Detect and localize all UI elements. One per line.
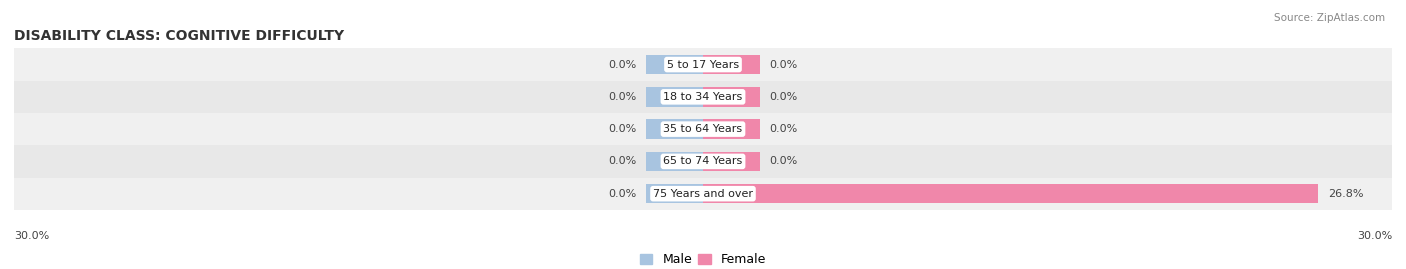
Bar — [645, 152, 703, 171]
Text: 0.0%: 0.0% — [769, 156, 797, 167]
Text: 18 to 34 Years: 18 to 34 Years — [664, 92, 742, 102]
Text: 75 Years and over: 75 Years and over — [652, 189, 754, 199]
Bar — [14, 178, 1392, 210]
Bar — [703, 184, 1319, 203]
Bar — [703, 119, 761, 139]
Text: 30.0%: 30.0% — [1357, 231, 1392, 241]
Text: 0.0%: 0.0% — [609, 189, 637, 199]
Text: 0.0%: 0.0% — [609, 59, 637, 70]
Text: 35 to 64 Years: 35 to 64 Years — [664, 124, 742, 134]
Bar — [14, 113, 1392, 145]
Text: 0.0%: 0.0% — [769, 59, 797, 70]
Bar — [645, 119, 703, 139]
Bar — [703, 87, 761, 107]
Text: 0.0%: 0.0% — [609, 92, 637, 102]
Text: 0.0%: 0.0% — [609, 156, 637, 167]
Text: 0.0%: 0.0% — [769, 124, 797, 134]
Bar — [14, 145, 1392, 178]
Text: 30.0%: 30.0% — [14, 231, 49, 241]
Text: 0.0%: 0.0% — [769, 92, 797, 102]
Text: 65 to 74 Years: 65 to 74 Years — [664, 156, 742, 167]
Text: Source: ZipAtlas.com: Source: ZipAtlas.com — [1274, 13, 1385, 23]
Bar — [645, 184, 703, 203]
Bar — [645, 87, 703, 107]
Bar — [645, 55, 703, 74]
Bar — [14, 81, 1392, 113]
Text: 26.8%: 26.8% — [1327, 189, 1364, 199]
Text: 0.0%: 0.0% — [609, 124, 637, 134]
Legend: Male, Female: Male, Female — [636, 248, 770, 269]
Bar — [703, 152, 761, 171]
Bar — [703, 55, 761, 74]
Text: DISABILITY CLASS: COGNITIVE DIFFICULTY: DISABILITY CLASS: COGNITIVE DIFFICULTY — [14, 29, 344, 43]
Text: 5 to 17 Years: 5 to 17 Years — [666, 59, 740, 70]
Bar — [14, 48, 1392, 81]
